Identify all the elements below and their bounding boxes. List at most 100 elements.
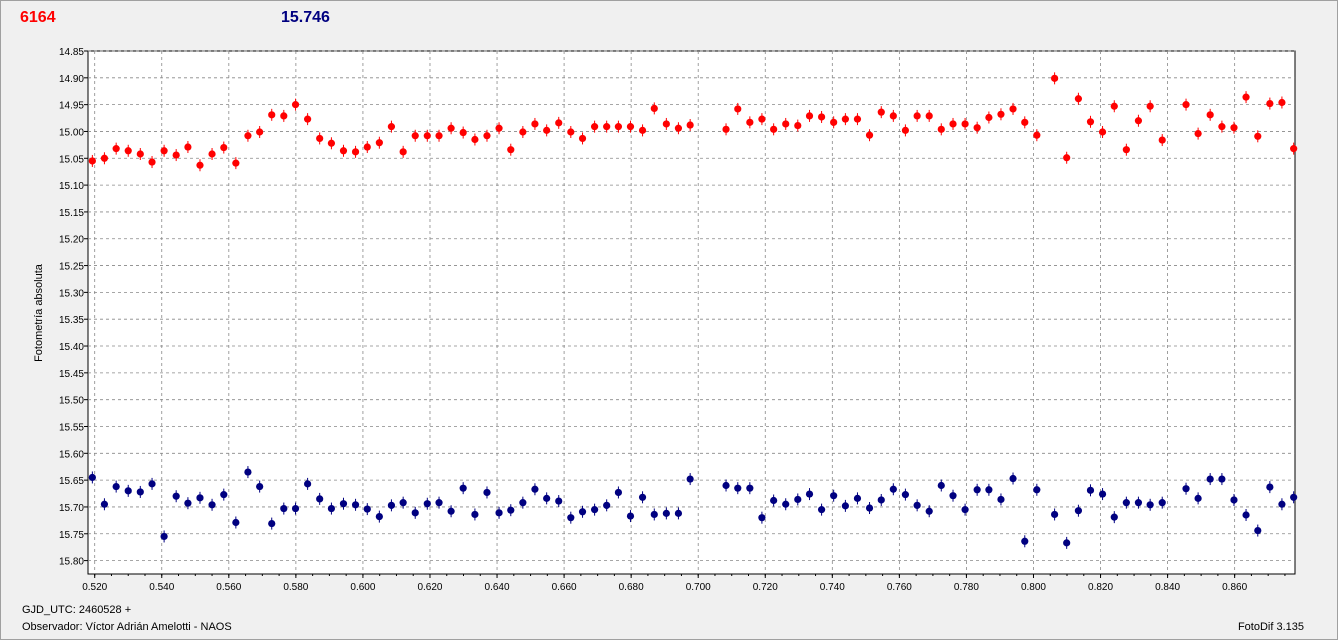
x-tick-label: 0.700	[686, 582, 711, 593]
data-point	[136, 150, 144, 158]
data-point	[686, 121, 694, 129]
data-point	[686, 475, 694, 483]
data-point	[555, 497, 563, 505]
data-point	[543, 494, 551, 502]
data-point	[1110, 102, 1118, 110]
data-point	[591, 506, 599, 514]
header-left-value: 6164	[20, 9, 56, 26]
x-tick-label: 0.740	[820, 582, 845, 593]
data-point	[662, 509, 670, 517]
data-point	[423, 500, 431, 508]
data-point	[232, 518, 240, 527]
data-point	[471, 135, 479, 144]
data-point	[268, 519, 276, 528]
data-point	[925, 112, 933, 120]
data-point	[770, 496, 778, 505]
y-tick-label: 15.55	[59, 422, 84, 433]
data-point	[1218, 475, 1226, 483]
data-point	[758, 115, 766, 123]
y-tick-label: 15.25	[59, 262, 84, 273]
y-tick-label: 15.05	[59, 154, 84, 165]
y-tick-label: 15.70	[59, 503, 84, 514]
data-point	[1242, 511, 1250, 519]
data-point	[770, 125, 778, 133]
data-point	[1051, 74, 1059, 82]
data-point	[1194, 494, 1202, 502]
data-point	[124, 487, 132, 495]
data-point	[913, 112, 921, 120]
data-point	[1278, 98, 1286, 107]
data-point	[304, 480, 312, 488]
data-point	[853, 494, 862, 502]
data-point	[1086, 118, 1095, 126]
data-point	[901, 126, 910, 134]
data-point	[603, 501, 611, 509]
data-point	[817, 113, 826, 121]
data-point	[1206, 111, 1214, 119]
data-point	[901, 491, 910, 499]
data-point	[1194, 130, 1202, 138]
data-point	[1182, 101, 1190, 109]
y-tick-label: 15.40	[59, 342, 84, 353]
data-point	[805, 490, 814, 498]
data-point	[1290, 493, 1298, 501]
plot-area	[87, 50, 1296, 575]
x-tick-label: 0.840	[1155, 582, 1180, 593]
x-tick-label: 0.820	[1088, 582, 1113, 593]
data-point	[256, 482, 264, 491]
data-point	[172, 492, 180, 500]
data-point	[961, 120, 969, 128]
data-point	[985, 486, 993, 494]
y-tick-label: 15.75	[59, 530, 84, 541]
data-point	[507, 146, 515, 154]
data-point	[961, 506, 969, 514]
data-series	[88, 72, 1298, 549]
data-point	[327, 139, 336, 147]
data-point	[184, 143, 192, 151]
y-tick-label: 14.85	[59, 47, 84, 58]
data-point	[1158, 136, 1166, 144]
x-tick-label: 0.560	[216, 582, 241, 593]
data-point	[459, 128, 467, 137]
data-point	[423, 132, 431, 140]
x-tick-label: 0.600	[350, 582, 375, 593]
data-point	[531, 485, 539, 493]
x-tick-label: 0.680	[619, 582, 644, 593]
data-point	[758, 514, 766, 522]
y-tick-label: 14.90	[59, 74, 84, 85]
data-point	[483, 132, 491, 140]
data-point	[626, 123, 635, 131]
data-point	[316, 495, 324, 503]
data-point	[124, 147, 132, 155]
data-point	[578, 134, 587, 143]
data-point	[411, 132, 419, 140]
data-point	[1266, 483, 1274, 491]
data-point	[937, 125, 945, 133]
data-point	[638, 126, 647, 134]
data-point	[387, 501, 396, 509]
data-point	[316, 134, 324, 143]
data-point	[280, 504, 288, 513]
data-point	[614, 123, 623, 131]
data-point	[722, 481, 730, 490]
data-point	[136, 488, 144, 496]
data-point	[543, 126, 551, 134]
data-point	[507, 506, 515, 514]
data-point	[997, 495, 1005, 504]
data-point	[1134, 499, 1143, 507]
data-point	[1110, 513, 1118, 521]
data-point	[782, 500, 790, 508]
x-tick-label: 0.800	[1021, 582, 1046, 593]
y-tick-label: 15.80	[59, 557, 84, 568]
y-tick-label: 15.00	[59, 127, 84, 138]
data-point	[591, 123, 599, 131]
data-point	[160, 532, 168, 541]
data-point	[913, 501, 921, 509]
series-0	[88, 72, 1298, 172]
y-axis-label: Fotometría absoluta	[33, 263, 45, 362]
x-tick-label: 0.520	[82, 582, 107, 593]
data-point	[495, 124, 503, 132]
data-point	[973, 124, 981, 132]
data-point	[865, 504, 874, 512]
data-point	[495, 509, 503, 517]
